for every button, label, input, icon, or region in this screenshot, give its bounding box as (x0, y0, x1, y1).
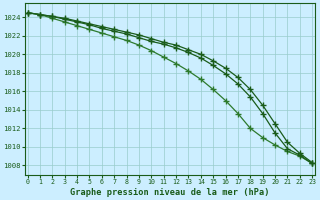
X-axis label: Graphe pression niveau de la mer (hPa): Graphe pression niveau de la mer (hPa) (70, 188, 270, 197)
